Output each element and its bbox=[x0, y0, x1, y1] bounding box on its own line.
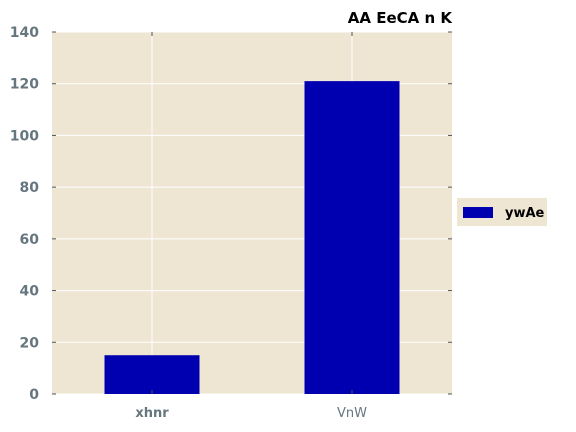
legend: ywAe bbox=[457, 198, 547, 226]
bar bbox=[104, 355, 200, 394]
legend-label: ywAe bbox=[505, 206, 545, 221]
axis-ticks: 0 20 40 60 80 100 120 140 xhnr VnW bbox=[10, 25, 452, 421]
x-tick-label: xhnr bbox=[135, 406, 169, 421]
chart-title: AA EeCA n K bbox=[348, 9, 454, 27]
bars bbox=[104, 81, 400, 394]
x-tick-label: VnW bbox=[337, 406, 367, 421]
bar bbox=[304, 81, 400, 394]
y-tick-label: 40 bbox=[20, 284, 40, 300]
legend-swatch bbox=[463, 207, 493, 218]
y-tick-label: 100 bbox=[10, 128, 39, 144]
y-tick-label: 20 bbox=[20, 335, 40, 351]
y-tick-label: 140 bbox=[10, 25, 39, 41]
y-tick-label: 120 bbox=[10, 77, 39, 93]
y-tick-label: 0 bbox=[29, 387, 39, 403]
y-tick-label: 80 bbox=[20, 180, 40, 196]
y-tick-label: 60 bbox=[20, 232, 40, 248]
